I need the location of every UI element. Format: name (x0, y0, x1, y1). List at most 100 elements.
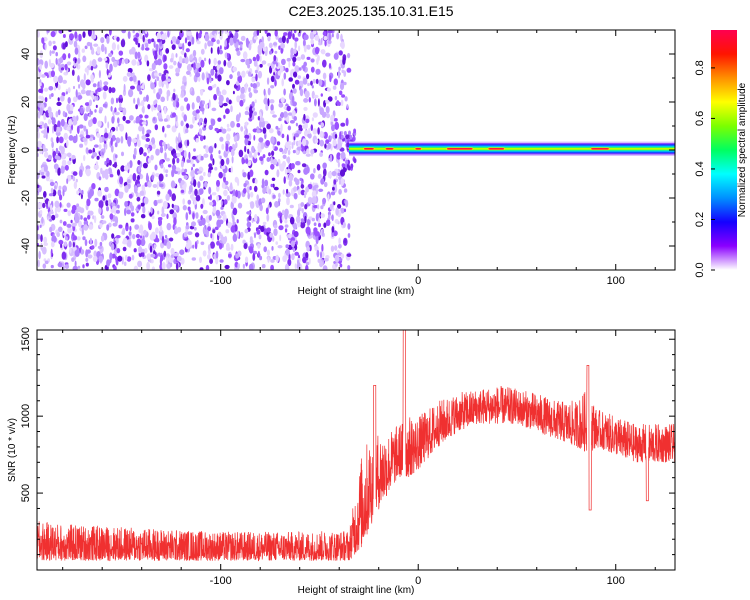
spectrogram-noise-cell (104, 115, 107, 124)
spectrogram-noise-cell (308, 257, 311, 265)
spectrogram-noise-cell (243, 183, 247, 188)
spectrogram-noise-cell (58, 185, 62, 190)
spectrogram-noise-cell (290, 237, 296, 242)
spectrogram-noise-cell (296, 56, 302, 61)
spectrogram-noise-cell (192, 115, 195, 124)
spectrogram-noise-cell (196, 113, 200, 120)
spectrogram-noise-cell (255, 73, 258, 82)
spectrogram-noise-cell (275, 254, 279, 263)
spectrogram-noise-cell (303, 34, 309, 41)
spectrogram-noise-cell (126, 179, 131, 184)
spectrogram-noise-cell (216, 179, 220, 187)
spectrogram-noise-cell (272, 158, 278, 166)
spectrogram-noise-cell (66, 126, 71, 131)
spectrogram-noise-cell (50, 248, 53, 257)
spectrogram-noise-cell (143, 229, 147, 236)
spectrogram-noise-cell (225, 97, 230, 103)
spectrogram-noise-cell (161, 73, 167, 83)
spectrogram-noise-cell (39, 63, 43, 70)
spectrogram-noise-cell (186, 63, 193, 72)
spectrogram-noise-cell (178, 56, 183, 64)
spectrogram-noise-cell (137, 51, 141, 59)
spectrogram-noise-cell (63, 208, 68, 212)
spectrogram-noise-cell (87, 30, 92, 37)
spectrogram-noise-cell (296, 146, 302, 151)
spectrogram-noise-cell (312, 79, 316, 84)
spectrogram-noise-cell (184, 52, 187, 58)
spectrogram-noise-cell (245, 37, 249, 46)
spectrogram-noise-cell (281, 35, 286, 44)
spectrogram-noise-cell (109, 213, 114, 220)
spectrogram-noise-cell (262, 221, 267, 225)
spectrogram-noise-cell (278, 117, 282, 122)
spectrogram-noise-cell (320, 122, 325, 128)
spectrogram-noise-cell (293, 71, 298, 78)
spectrogram-noise-cell (64, 264, 70, 269)
spectrogram-noise-cell (107, 132, 112, 139)
spectrogram-noise-cell (248, 215, 252, 221)
spectrogram-noise-cell (96, 46, 101, 55)
spectrogram-y-ticks: -40 -20 0 20 40 (20, 29, 675, 271)
spectrogram-noise-cell (233, 135, 238, 143)
spectrogram-noise-cell (259, 204, 263, 212)
spectrogram-noise-cell (285, 248, 291, 256)
spectrogram-noise-cell (306, 44, 311, 50)
spectrogram-noise-cell (252, 83, 257, 89)
spectrogram-noise-cell (248, 246, 254, 254)
spectrogram-noise-cell (198, 128, 203, 135)
spectrogram-noise-cell (151, 231, 156, 240)
spectrogram-noise-cell (274, 201, 279, 208)
spectrogram-noise-cell (212, 229, 216, 234)
spectrogram-noise-cell (248, 92, 253, 98)
spectrogram-noise-cell (58, 30, 64, 34)
spectrogram-noise-cell (242, 263, 245, 269)
spectrogram-noise-cell (280, 112, 284, 119)
spectrogram-noise-cell (190, 169, 195, 178)
spectrogram-noise-cell (242, 188, 247, 194)
spectrogram-noise-cell (292, 61, 296, 67)
spectrogram-noise-cell (261, 60, 267, 65)
spectrogram-noise-cell (218, 94, 224, 103)
spectrogram-noise-cell (246, 186, 250, 194)
spectrogram-noise-cell (143, 96, 147, 102)
spectrogram-noise-cell (287, 112, 293, 116)
spectrogram-noise-cell (140, 100, 145, 107)
spectrogram-noise-cell (115, 235, 121, 239)
spectrogram-noise-cell (343, 70, 347, 77)
spectrogram-noise-cell (337, 141, 343, 149)
spectrogram-noise-cell (324, 257, 329, 262)
spectrogram-noise-cell (124, 201, 128, 207)
spectrogram-noise-cell (189, 54, 193, 61)
spectrogram-noise-cell (311, 117, 314, 122)
spectrogram-noise-cell (317, 204, 320, 210)
spectrogram-noise-cell (74, 260, 77, 268)
spectrogram-noise-cell (60, 63, 65, 68)
spectrogram-noise-cell (183, 175, 188, 180)
spectrogram-noise-cell (191, 221, 196, 227)
spectrogram-noise-cell (330, 245, 335, 252)
spectrogram-noise-cell (151, 266, 155, 270)
colorbar-tick-label: 0.2 (694, 212, 706, 227)
spectrogram-noise-cell (273, 42, 278, 46)
spectrogram-noise-cell (82, 55, 87, 63)
spectrogram-noise-cell (330, 114, 335, 122)
spectrogram-noise-cell (209, 258, 214, 265)
spectrogram-noise-cell (307, 197, 313, 205)
spectrogram-noise-cell (67, 227, 72, 234)
spectrogram-noise-cell (136, 83, 142, 92)
spectrogram-noise-cell (170, 247, 175, 255)
spectrogram-noise-cell (56, 232, 60, 238)
spectrogram-noise-cell (80, 89, 86, 95)
spectrogram-noise-cell (50, 264, 54, 269)
spectrogram-noise-cell (207, 40, 212, 47)
spectrogram-noise-cell (273, 55, 277, 62)
spectrogram-noise-cell (49, 181, 55, 187)
spectrogram-noise-cell (259, 63, 263, 68)
spectrogram-noise-cell (43, 236, 48, 244)
spectrogram-noise-cell (338, 179, 342, 185)
spectrogram-noise-cell (61, 159, 67, 167)
spectrogram-noise-cell (92, 83, 97, 88)
spectrogram-noise-cell (229, 37, 234, 46)
spectrogram-noise-cell (281, 58, 286, 66)
spectrogram-noise-cell (87, 254, 93, 259)
